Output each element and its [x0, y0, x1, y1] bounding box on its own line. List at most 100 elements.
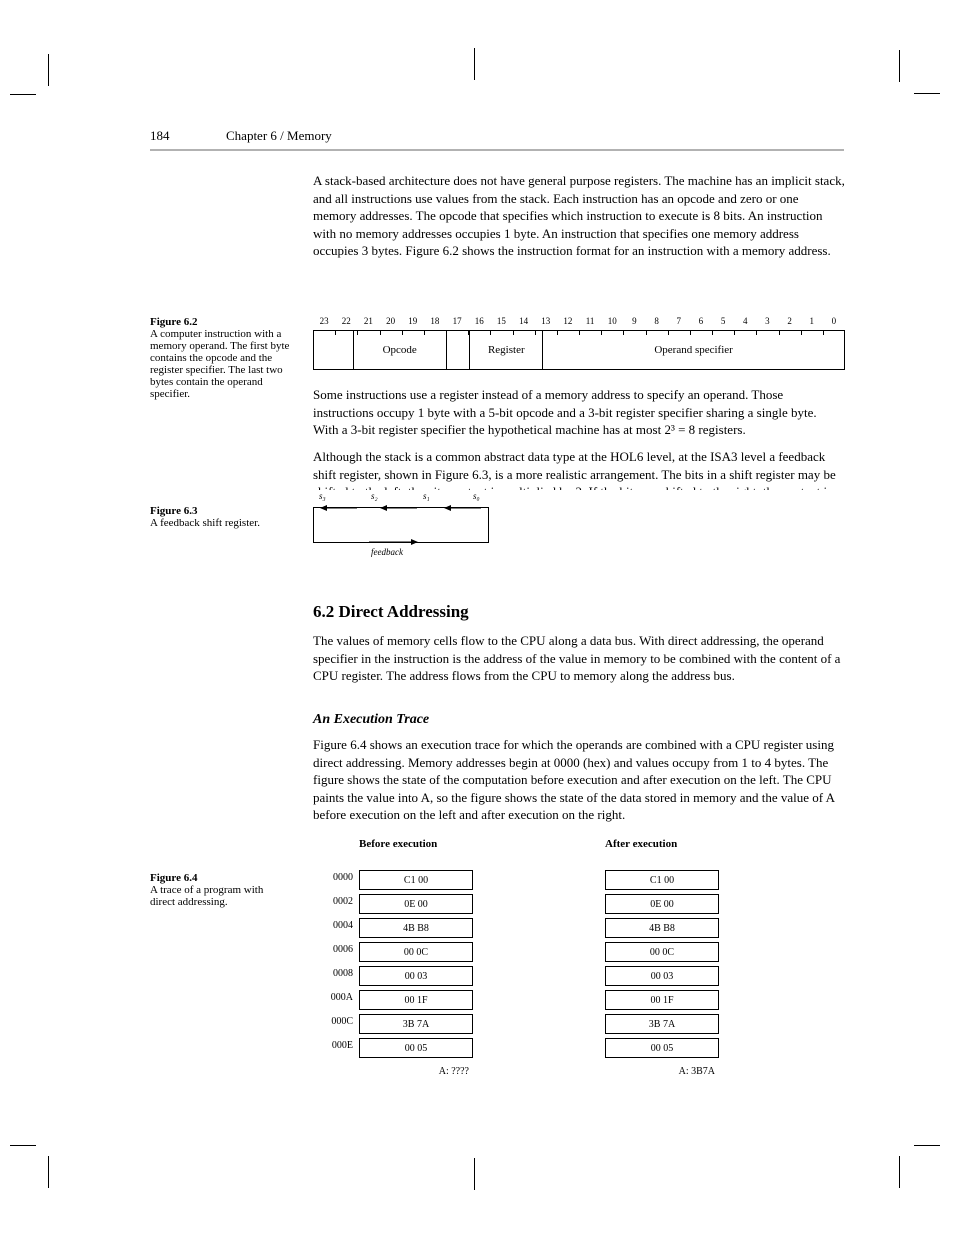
fig62-tick	[646, 330, 647, 335]
fig62-table: OpcodeRegisterOperand specifier	[313, 330, 845, 370]
fig62-tick	[535, 330, 536, 335]
fig62-caption-text: A computer instruction with a memory ope…	[150, 328, 289, 400]
fig62-bit: 8	[654, 316, 659, 326]
fig62-tick	[402, 330, 403, 335]
fig62-tick	[601, 330, 602, 335]
fig62-bit: 1	[810, 316, 815, 326]
fig64-caption-bold: Figure 6.4	[150, 872, 197, 884]
fig63-caption: Figure 6.3 A feedback shift register.	[150, 505, 290, 529]
chapter-label: Chapter 6 / Memory	[226, 128, 332, 144]
fig62-tick	[712, 330, 713, 335]
fig64-address: 0002	[311, 896, 353, 907]
fig63-feedback-label: feedback	[371, 547, 403, 557]
fig62-bit: 15	[497, 316, 506, 326]
fig62-tick	[801, 330, 802, 335]
fig62-caption: Figure 6.2 A computer instruction with a…	[150, 316, 290, 400]
fig64-address: 0000	[311, 872, 353, 883]
fig62-bit: 3	[765, 316, 770, 326]
fig64-row: 3B 7A	[605, 1014, 719, 1034]
fig62-bit: 2	[787, 316, 792, 326]
fig62-bit: 20	[386, 316, 395, 326]
fig62-tick	[513, 330, 514, 335]
fig62-tick	[579, 330, 580, 335]
fig64-left-head: Before execution	[359, 838, 437, 850]
crop-mark	[474, 1158, 475, 1190]
fig64-address: 000C	[311, 1016, 353, 1027]
fig64-row: 00 1F	[359, 990, 473, 1010]
fig62-tick	[357, 330, 358, 335]
page-number: 184	[150, 128, 170, 144]
fig63-s2: s₂	[371, 491, 378, 501]
para-2: Some instructions use a register instead…	[313, 386, 845, 439]
fig64-row: 4B B8	[605, 918, 719, 938]
fig63-s1: s₁	[423, 491, 430, 501]
crop-mark	[10, 1145, 36, 1146]
fig64-left-A: A: ????	[309, 1066, 469, 1077]
fig62-bit: 5	[721, 316, 726, 326]
fig62-bit: 21	[364, 316, 373, 326]
fig62-caption-bold: Figure 6.2	[150, 316, 197, 328]
fig63-s0: s₀	[473, 491, 480, 501]
fig62-tick	[823, 330, 824, 335]
fig62: 23222120191817161514131211109876543210 O…	[313, 316, 845, 370]
fig62-tick	[446, 330, 447, 335]
fig62-bit: 9	[632, 316, 637, 326]
crop-mark	[10, 94, 36, 95]
crop-mark	[899, 1156, 900, 1188]
fig64-row: 00 0C	[359, 942, 473, 962]
fig64-row: 00 0C	[605, 942, 719, 962]
fig62-bit: 12	[563, 316, 572, 326]
fig64-row: 00 03	[605, 966, 719, 986]
crop-mark	[899, 50, 900, 82]
crop-mark	[48, 54, 49, 86]
crop-mark	[914, 93, 940, 94]
fig64-row: C1 00	[605, 870, 719, 890]
fig62-bit: 6	[699, 316, 704, 326]
fig62-bit: 14	[519, 316, 528, 326]
para-5: Figure 6.4 shows an execution trace for …	[313, 736, 845, 824]
fig62-bit: 19	[408, 316, 417, 326]
crop-mark	[474, 48, 475, 80]
fig62-bit: 4	[743, 316, 748, 326]
fig62-tick	[335, 330, 336, 335]
fig64-row: 00 05	[359, 1038, 473, 1058]
crop-mark	[914, 1145, 940, 1146]
fig62-tick	[380, 330, 381, 335]
para-1: A stack-based architecture does not have…	[313, 172, 845, 260]
fig62-tick	[668, 330, 669, 335]
crop-mark	[48, 1156, 49, 1188]
fig64-address: 000E	[311, 1040, 353, 1051]
fig63: s₃ s₂ s₁ s₀ feedback	[313, 507, 489, 545]
fig62-tick	[690, 330, 691, 335]
fig64-caption-text: A trace of a program with direct address…	[150, 884, 263, 908]
fig62-tick	[424, 330, 425, 335]
fig64-row: 3B 7A	[359, 1014, 473, 1034]
fig62-bit: 22	[342, 316, 351, 326]
fig62-tick	[468, 330, 469, 335]
fig63-caption-bold: Figure 6.3	[150, 505, 197, 517]
fig62-tick	[557, 330, 558, 335]
para-3b	[530, 490, 845, 580]
fig64-address: 0004	[311, 920, 353, 931]
fig64-row: C1 00	[359, 870, 473, 890]
fig62-bit: 10	[608, 316, 617, 326]
fig64-row: 0E 00	[359, 894, 473, 914]
fig62-bit: 7	[677, 316, 682, 326]
fig64-right-head: After execution	[605, 838, 677, 850]
fig64-row: 00 03	[359, 966, 473, 986]
fig62-bit: 17	[453, 316, 462, 326]
fig64-row: 00 05	[605, 1038, 719, 1058]
fig62-cell: Register	[470, 331, 543, 369]
fig64-row: 4B B8	[359, 918, 473, 938]
fig62-bit: 23	[320, 316, 329, 326]
fig62-cell	[447, 331, 471, 369]
fig62-tick	[490, 330, 491, 335]
fig64-row: 00 1F	[605, 990, 719, 1010]
subsection-heading: An Execution Trace	[313, 712, 429, 728]
fig64-address: 0008	[311, 968, 353, 979]
fig62-cell	[314, 331, 354, 369]
fig62-bit: 11	[586, 316, 595, 326]
header-rule	[150, 149, 844, 151]
fig63-caption-text: A feedback shift register.	[150, 517, 260, 529]
fig64-address: 000A	[311, 992, 353, 1003]
